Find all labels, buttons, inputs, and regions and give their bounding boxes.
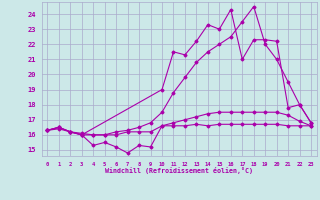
- X-axis label: Windchill (Refroidissement éolien,°C): Windchill (Refroidissement éolien,°C): [105, 167, 253, 174]
